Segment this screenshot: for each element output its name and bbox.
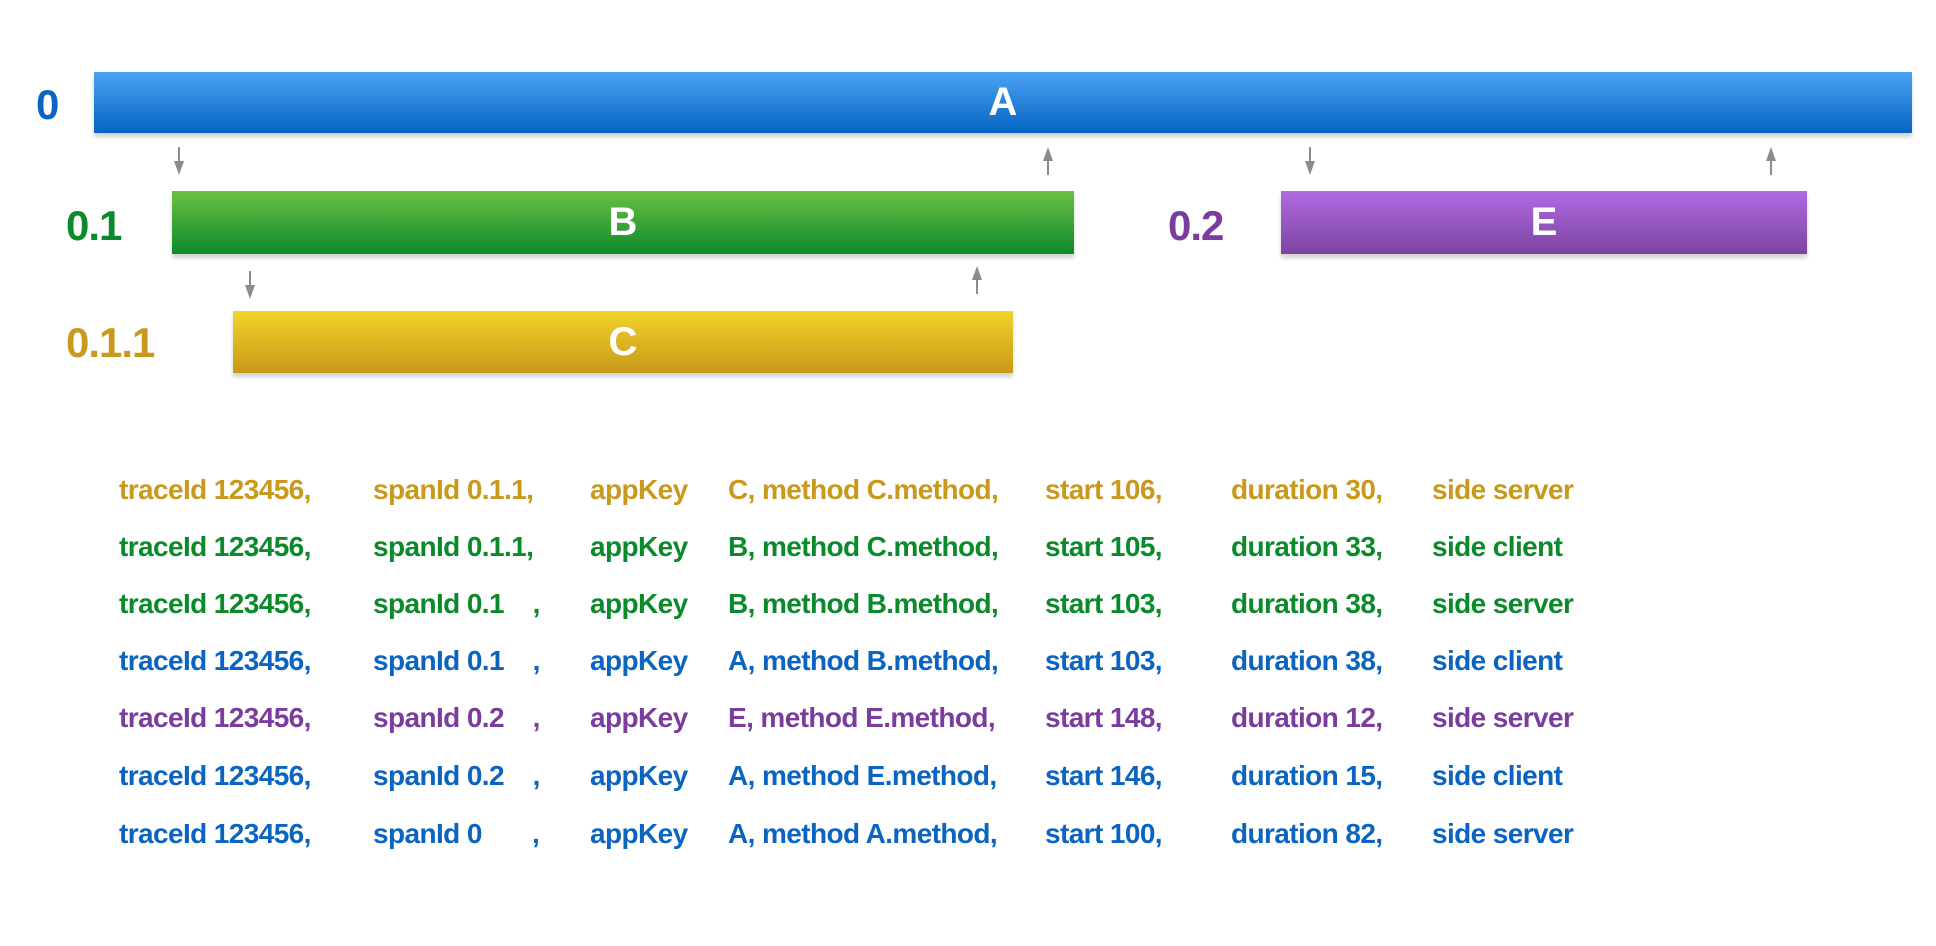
log-field-side: side server [1432,588,1574,619]
log-field-spanId: spanId 0.2 , [373,760,540,791]
log-field-side: side client [1432,645,1563,676]
log-field-traceId: traceId 123456, [119,818,311,849]
span-bar-label: E [1530,200,1558,244]
log-field-side: side server [1432,474,1574,505]
arrow-up-icon [1766,147,1776,175]
span-level-label-0-2: 0.2 [1168,202,1224,249]
log-field-side: side client [1432,531,1563,562]
log-field-spanId: spanId 0.1 , [373,588,540,619]
log-field-app: E, method E.method, [728,702,996,733]
log-field-duration: duration 15, [1231,760,1383,791]
log-field-appKey: appKey [590,702,688,733]
span-bar-b: B [172,191,1074,254]
span-bar-a: A [94,72,1912,133]
log-field-appKey: appKey [590,474,688,505]
log-field-app: A, method B.method, [728,645,999,676]
log-field-appKey: appKey [590,818,688,849]
log-field-start: start 148, [1045,702,1163,733]
log-field-start: start 146, [1045,760,1163,791]
log-field-appKey: appKey [590,645,688,676]
arrow-down-icon [245,271,255,299]
log-field-app: C, method C.method, [728,474,999,505]
log-field-start: start 103, [1045,588,1163,619]
log-field-spanId: spanId 0.1 , [373,645,540,676]
log-field-side: side server [1432,818,1574,849]
log-field-traceId: traceId 123456, [119,531,311,562]
span-bar-label: C [608,319,638,364]
log-field-app: A, method E.method, [728,760,997,791]
log-field-start: start 103, [1045,645,1163,676]
log-field-appKey: appKey [590,588,688,619]
log-field-app: B, method B.method, [728,588,999,619]
log-field-start: start 100, [1045,818,1163,849]
log-field-traceId: traceId 123456, [119,702,311,733]
log-field-spanId: spanId 0.2 , [373,702,540,733]
log-field-start: start 105, [1045,531,1163,562]
arrow-up-icon [1043,147,1053,175]
arrow-up-icon [972,266,982,294]
log-field-spanId: spanId 0.1.1, [373,474,534,505]
log-field-app: A, method A.method, [728,818,998,849]
log-field-appKey: appKey [590,531,688,562]
arrow-down-icon [174,147,184,175]
log-field-appKey: appKey [590,760,688,791]
arrow-down-icon [1305,147,1315,175]
log-field-duration: duration 38, [1231,588,1383,619]
span-level-label-0-1: 0.1 [66,202,122,249]
log-field-duration: duration 33, [1231,531,1383,562]
span-level-label-0-1-1: 0.1.1 [66,319,155,366]
log-field-side: side server [1432,702,1574,733]
log-field-traceId: traceId 123456, [119,588,311,619]
log-field-side: side client [1432,760,1563,791]
span-bar-label: B [608,200,638,244]
log-field-spanId: spanId 0.1.1, [373,531,534,562]
log-field-traceId: traceId 123456, [119,760,311,791]
span-bar-e: E [1281,191,1807,254]
log-field-spanId: spanId 0 , [373,818,540,849]
span-bar-c: C [233,311,1013,373]
log-field-traceId: traceId 123456, [119,474,311,505]
log-field-duration: duration 12, [1231,702,1383,733]
log-field-duration: duration 30, [1231,474,1383,505]
log-field-start: start 106, [1045,474,1163,505]
log-field-duration: duration 82, [1231,818,1383,849]
log-field-app: B, method C.method, [728,531,999,562]
span-level-label-0: 0 [36,81,59,128]
log-field-duration: duration 38, [1231,645,1383,676]
log-field-traceId: traceId 123456, [119,645,311,676]
span-bar-label: A [988,80,1018,124]
